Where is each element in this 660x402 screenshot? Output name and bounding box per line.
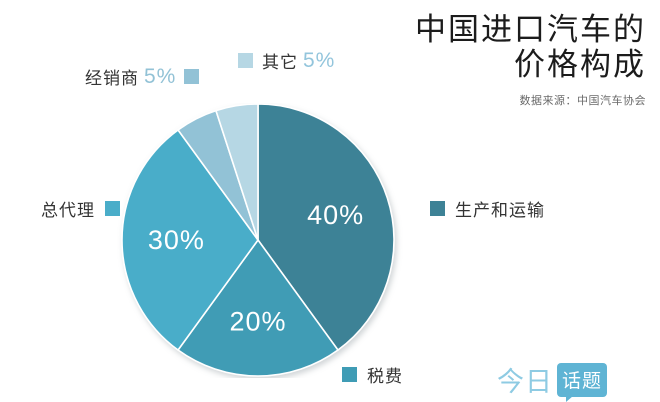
swatch-shuifei	[342, 367, 357, 382]
pie-chart: 40% 20% 30%	[113, 103, 403, 378]
pie-value-labels: 40% 20% 30%	[148, 200, 364, 337]
callout-value-qita: 5%	[303, 48, 336, 72]
watermark-text-huati: 话题	[557, 362, 608, 397]
swatch-shengchan-he-yunshu	[430, 201, 445, 216]
callout-qita[interactable]: 其它 5%	[238, 48, 335, 73]
callout-label-jingxiaoshang: 经销商	[85, 69, 139, 88]
swatch-qita	[238, 53, 253, 68]
pie-slice-label-0: 40%	[307, 200, 364, 230]
watermark-badge: 话题	[557, 362, 608, 402]
callout-jingxiaoshang[interactable]: 经销商 5%	[85, 64, 200, 89]
watermark-text-jinri: 今日	[497, 367, 553, 398]
swatch-zongdaili	[105, 201, 120, 216]
callout-label-qita: 其它	[262, 53, 298, 72]
legend-item-shuifei[interactable]: 税费	[342, 362, 403, 387]
callout-value-jingxiaoshang: 5%	[144, 64, 177, 88]
legend-item-zongdaili[interactable]: 总代理	[41, 196, 120, 221]
pie-slice-2[interactable]	[121, 128, 259, 352]
pie-slice-label-2: 30%	[148, 225, 205, 255]
pie-slices-group	[121, 103, 395, 377]
data-source-note: 数据来源：中国汽车协会	[519, 95, 646, 107]
page-title-line-2: 价格构成	[514, 47, 646, 82]
pie-svg: 40% 20% 30%	[121, 103, 395, 377]
chart-header: 中国进口汽车的 价格构成 数据来源：中国汽车协会	[346, 12, 646, 108]
legend-label-shuifei: 税费	[367, 367, 403, 386]
pie-slice-4[interactable]	[214, 103, 259, 241]
speech-bubble-tail-icon	[566, 395, 573, 402]
legend-item-shengchan-he-yunshu[interactable]: 生产和运输	[430, 196, 545, 221]
pie-slice-label-1: 20%	[229, 307, 286, 337]
legend-label-zongdaili: 总代理	[41, 201, 95, 220]
page-title-line-1: 中国进口汽车的	[415, 12, 646, 47]
watermark-logo: 今日 话题	[497, 360, 608, 402]
pie-slice-0[interactable]	[257, 103, 395, 352]
swatch-jingxiaoshang	[184, 69, 200, 84]
pie-slice-1[interactable]	[176, 238, 340, 377]
legend-label-shengchan-he-yunshu: 生产和运输	[455, 201, 545, 220]
